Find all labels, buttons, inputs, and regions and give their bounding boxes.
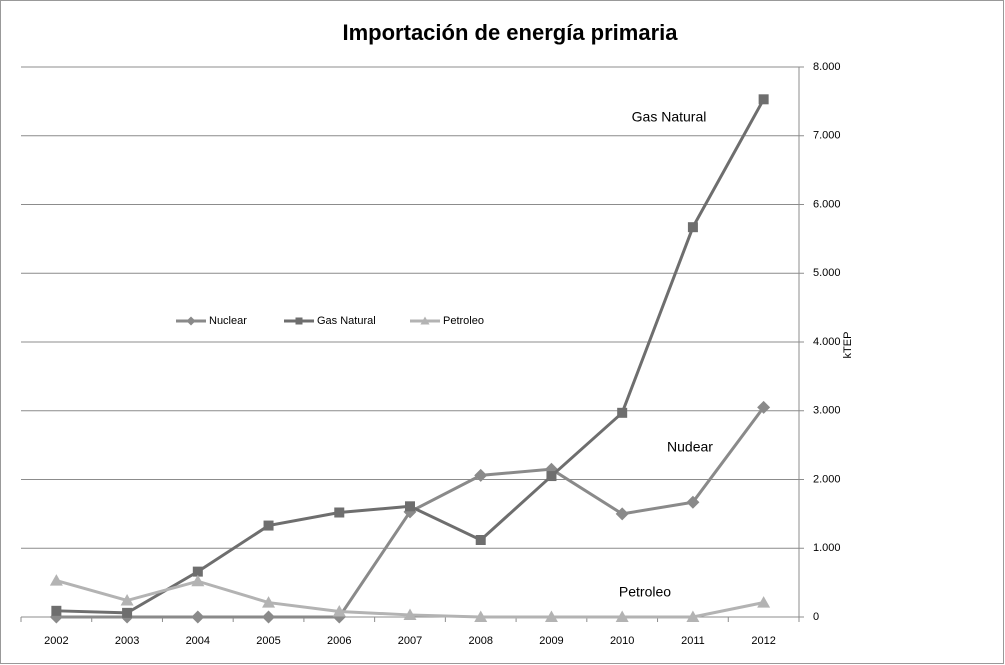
- x-tick-label: 2007: [398, 635, 422, 647]
- marker: [615, 610, 629, 622]
- annotation: Petroleo: [619, 584, 671, 600]
- y-tick-label: 6.000: [813, 198, 841, 210]
- chart-title: Importación de energía primaria: [343, 20, 679, 45]
- marker: [262, 596, 276, 608]
- marker: [758, 94, 769, 105]
- marker: [262, 610, 276, 624]
- y-tick-label: 8.000: [813, 61, 841, 73]
- y-tick-label: 4.000: [813, 336, 841, 348]
- marker: [617, 407, 628, 418]
- annotation: Nudear: [667, 439, 713, 455]
- marker: [122, 607, 133, 618]
- x-tick-label: 2004: [186, 635, 210, 647]
- marker: [49, 574, 63, 586]
- marker: [615, 507, 629, 521]
- marker: [474, 610, 488, 622]
- x-tick-label: 2003: [115, 635, 139, 647]
- marker: [546, 471, 557, 482]
- y-tick-label: 0: [813, 611, 819, 623]
- marker: [757, 400, 771, 414]
- y-axis-label: kTEP: [842, 332, 854, 359]
- marker: [757, 596, 771, 608]
- marker: [191, 610, 205, 624]
- marker: [332, 605, 346, 617]
- legend-label: Nuclear: [209, 315, 247, 327]
- marker: [474, 468, 488, 482]
- y-tick-label: 5.000: [813, 267, 841, 279]
- x-tick-label: 2002: [44, 635, 68, 647]
- marker: [403, 608, 417, 620]
- marker: [334, 507, 345, 518]
- x-tick-label: 2009: [539, 635, 563, 647]
- x-tick-label: 2006: [327, 635, 351, 647]
- x-tick-label: 2012: [751, 635, 775, 647]
- y-tick-label: 3.000: [813, 405, 841, 417]
- marker: [186, 316, 196, 326]
- marker: [686, 495, 700, 509]
- marker: [192, 566, 203, 577]
- marker: [295, 317, 303, 325]
- marker: [687, 222, 698, 233]
- marker: [475, 535, 486, 545]
- legend-label: Petroleo: [443, 315, 484, 327]
- marker: [544, 610, 558, 622]
- x-tick-label: 2011: [681, 635, 705, 647]
- marker: [686, 610, 700, 622]
- marker: [120, 594, 134, 606]
- annotation: Gas Natural: [632, 109, 707, 125]
- marker: [420, 316, 430, 325]
- x-tick-label: 2008: [468, 635, 492, 647]
- marker: [405, 501, 415, 512]
- marker: [51, 605, 62, 616]
- marker: [191, 574, 205, 587]
- y-tick-label: 7.000: [813, 130, 841, 142]
- x-tick-label: 2010: [610, 635, 634, 647]
- y-tick-label: 1.000: [813, 542, 841, 554]
- y-tick-label: 2.000: [813, 473, 841, 485]
- legend-label: Gas Natural: [317, 315, 376, 327]
- x-tick-label: 2005: [256, 635, 280, 647]
- marker: [263, 520, 274, 531]
